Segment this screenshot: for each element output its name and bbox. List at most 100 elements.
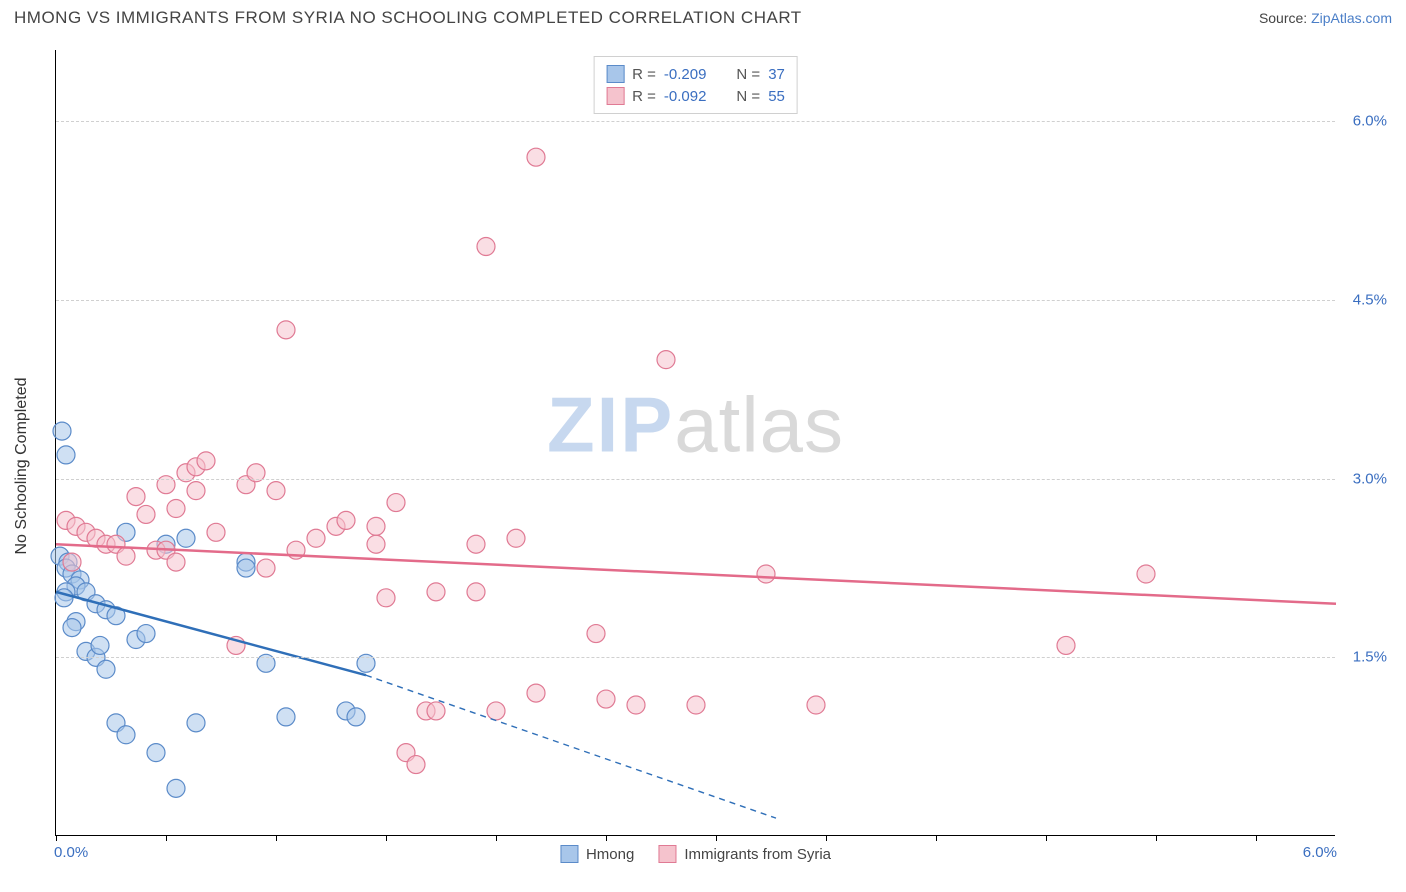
chart-title: HMONG VS IMMIGRANTS FROM SYRIA NO SCHOOL…	[14, 8, 802, 28]
legend-label: Hmong	[586, 846, 634, 863]
data-point	[57, 446, 75, 464]
data-point	[127, 488, 145, 506]
data-point	[167, 500, 185, 518]
gridline	[56, 121, 1335, 122]
y-tick-label: 6.0%	[1339, 113, 1387, 130]
data-point	[757, 565, 775, 583]
data-point	[117, 726, 135, 744]
data-point	[277, 708, 295, 726]
legend-swatch	[658, 845, 676, 863]
data-point	[477, 238, 495, 256]
data-point	[427, 583, 445, 601]
data-point	[97, 660, 115, 678]
x-tick	[386, 835, 387, 841]
data-point	[527, 684, 545, 702]
x-tick	[1046, 835, 1047, 841]
data-point	[91, 636, 109, 654]
data-point	[657, 351, 675, 369]
data-point	[307, 529, 325, 547]
data-point	[137, 625, 155, 643]
data-point	[237, 559, 255, 577]
plot-svg	[56, 50, 1335, 835]
data-point	[377, 589, 395, 607]
legend-label: Immigrants from Syria	[684, 846, 831, 863]
data-point	[467, 583, 485, 601]
data-point	[597, 690, 615, 708]
x-axis-min-label: 0.0%	[54, 844, 88, 861]
x-tick	[496, 835, 497, 841]
legend-n-value: 55	[768, 88, 785, 105]
y-tick-label: 1.5%	[1339, 649, 1387, 666]
x-tick	[276, 835, 277, 841]
gridline	[56, 657, 1335, 658]
data-point	[1057, 636, 1075, 654]
data-point	[187, 714, 205, 732]
data-point	[167, 779, 185, 797]
x-tick	[1156, 835, 1157, 841]
data-point	[63, 553, 81, 571]
data-point	[267, 482, 285, 500]
data-point	[347, 708, 365, 726]
data-point	[367, 535, 385, 553]
source-credit: Source: ZipAtlas.com	[1259, 10, 1392, 26]
data-point	[197, 452, 215, 470]
x-tick	[826, 835, 827, 841]
data-point	[117, 547, 135, 565]
data-point	[177, 529, 195, 547]
data-point	[147, 744, 165, 762]
legend-item: Immigrants from Syria	[658, 845, 831, 863]
correlation-legend: R = -0.209 N = 37 R = -0.092 N = 55	[593, 56, 798, 114]
data-point	[63, 619, 81, 637]
trend-line-extrapolated	[366, 675, 776, 818]
data-point	[587, 625, 605, 643]
legend-n-prefix: N =	[736, 66, 760, 83]
data-point	[167, 553, 185, 571]
gridline	[56, 300, 1335, 301]
chart-container: No Schooling Completed ZIPatlas R =-0.20…	[0, 40, 1406, 892]
legend-r-prefix: R =	[632, 66, 656, 83]
data-point	[627, 696, 645, 714]
data-point	[467, 535, 485, 553]
data-point	[207, 523, 225, 541]
legend-n-prefix: N =	[736, 88, 760, 105]
data-point	[507, 529, 525, 547]
data-point	[257, 559, 275, 577]
y-tick-label: 4.5%	[1339, 292, 1387, 309]
gridline	[56, 479, 1335, 480]
series-legend: Hmong Immigrants from Syria	[560, 845, 831, 863]
data-point	[807, 696, 825, 714]
x-tick	[1256, 835, 1257, 841]
x-tick	[936, 835, 937, 841]
data-point	[367, 517, 385, 535]
y-tick-label: 3.0%	[1339, 470, 1387, 487]
x-tick	[56, 835, 57, 841]
legend-item: Hmong	[560, 845, 634, 863]
data-point	[427, 702, 445, 720]
plot-area: ZIPatlas R =-0.209N =37R =-0.092N =55 Hm…	[55, 50, 1335, 836]
legend-swatch	[606, 87, 624, 105]
legend-r-prefix: R =	[632, 88, 656, 105]
x-axis-max-label: 6.0%	[1303, 844, 1337, 861]
legend-row: R = -0.209 N = 37	[606, 63, 785, 85]
legend-r-value: -0.209	[664, 66, 707, 83]
legend-swatch	[560, 845, 578, 863]
legend-row: R = -0.092 N = 55	[606, 85, 785, 107]
data-point	[53, 422, 71, 440]
header: HMONG VS IMMIGRANTS FROM SYRIA NO SCHOOL…	[0, 0, 1406, 32]
data-point	[527, 148, 545, 166]
data-point	[187, 482, 205, 500]
legend-n-value: 37	[768, 66, 785, 83]
data-point	[277, 321, 295, 339]
y-axis-title: No Schooling Completed	[13, 378, 31, 555]
data-point	[487, 702, 505, 720]
data-point	[687, 696, 705, 714]
x-tick	[606, 835, 607, 841]
legend-r-value: -0.092	[664, 88, 707, 105]
source-link[interactable]: ZipAtlas.com	[1311, 10, 1392, 26]
legend-swatch	[606, 65, 624, 83]
data-point	[407, 756, 425, 774]
x-tick	[716, 835, 717, 841]
data-point	[387, 494, 405, 512]
data-point	[337, 511, 355, 529]
data-point	[1137, 565, 1155, 583]
